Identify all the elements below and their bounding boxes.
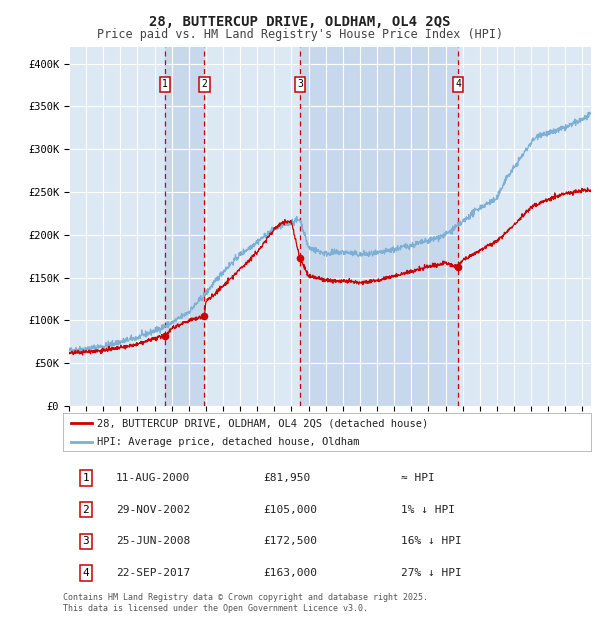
Text: 16% ↓ HPI: 16% ↓ HPI — [401, 536, 461, 546]
Text: £81,950: £81,950 — [263, 473, 311, 483]
Text: 11-AUG-2000: 11-AUG-2000 — [116, 473, 190, 483]
Text: 3: 3 — [82, 536, 89, 546]
Text: HPI: Average price, detached house, Oldham: HPI: Average price, detached house, Oldh… — [97, 436, 360, 447]
Text: £163,000: £163,000 — [263, 568, 317, 578]
Bar — [165, 46, 205, 406]
Text: Contains HM Land Registry data © Crown copyright and database right 2025.
This d: Contains HM Land Registry data © Crown c… — [63, 593, 428, 613]
Bar — [300, 46, 458, 406]
Text: 25-JUN-2008: 25-JUN-2008 — [116, 536, 190, 546]
Text: £172,500: £172,500 — [263, 536, 317, 546]
Text: ≈ HPI: ≈ HPI — [401, 473, 434, 483]
Text: 4: 4 — [82, 568, 89, 578]
Text: 28, BUTTERCUP DRIVE, OLDHAM, OL4 2QS: 28, BUTTERCUP DRIVE, OLDHAM, OL4 2QS — [149, 16, 451, 30]
Text: 1: 1 — [82, 473, 89, 483]
Text: £105,000: £105,000 — [263, 505, 317, 515]
Text: 2: 2 — [82, 505, 89, 515]
Text: Price paid vs. HM Land Registry's House Price Index (HPI): Price paid vs. HM Land Registry's House … — [97, 28, 503, 41]
Text: 28, BUTTERCUP DRIVE, OLDHAM, OL4 2QS (detached house): 28, BUTTERCUP DRIVE, OLDHAM, OL4 2QS (de… — [97, 418, 428, 428]
Text: 3: 3 — [297, 79, 303, 89]
Text: 29-NOV-2002: 29-NOV-2002 — [116, 505, 190, 515]
Text: 2: 2 — [202, 79, 208, 89]
Text: 27% ↓ HPI: 27% ↓ HPI — [401, 568, 461, 578]
Text: 1: 1 — [162, 79, 168, 89]
Text: 4: 4 — [455, 79, 461, 89]
Text: 22-SEP-2017: 22-SEP-2017 — [116, 568, 190, 578]
Text: 1% ↓ HPI: 1% ↓ HPI — [401, 505, 455, 515]
